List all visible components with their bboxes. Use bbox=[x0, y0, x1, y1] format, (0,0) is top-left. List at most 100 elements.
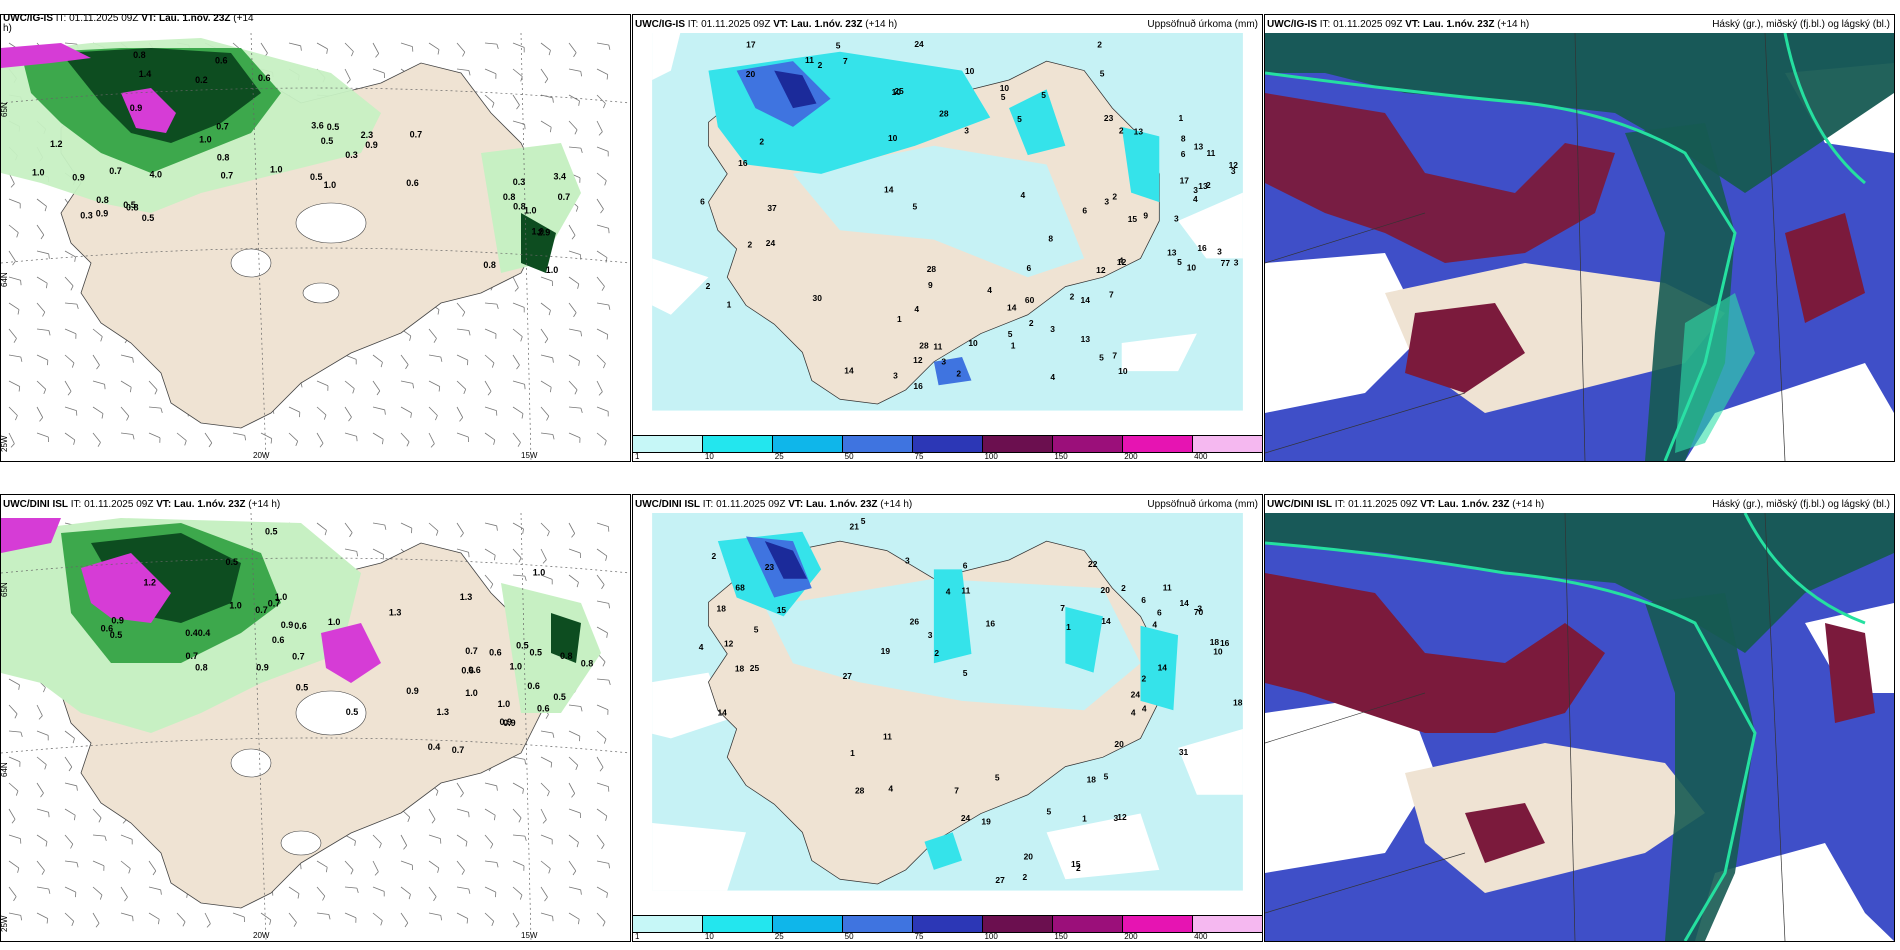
value-label: 0.6 bbox=[272, 635, 285, 645]
wind-barb bbox=[344, 886, 357, 889]
wind-barb bbox=[64, 302, 77, 305]
wind-barb-feather bbox=[514, 287, 519, 292]
wind-barb bbox=[92, 328, 103, 337]
value-label: 24 bbox=[1131, 690, 1141, 700]
value-label: 0.5 bbox=[123, 200, 136, 210]
wind-barb-feather bbox=[11, 819, 16, 824]
wind-barb-feather bbox=[18, 386, 21, 392]
panel-bot-left-wind-precip-map: UWC/DINI ISL IT: 01.11.2025 09Z VT: Lau.… bbox=[0, 494, 631, 942]
wind-barb bbox=[484, 574, 494, 585]
wind-barb bbox=[596, 354, 606, 364]
value-label: 0.9 bbox=[111, 616, 124, 626]
value-label: 0.5 bbox=[553, 692, 566, 702]
value-label: 17 bbox=[746, 39, 756, 49]
wind-barb bbox=[568, 808, 581, 814]
graticule bbox=[1, 513, 630, 941]
value-label: 16 bbox=[913, 381, 923, 391]
wind-barb-feather bbox=[491, 102, 495, 108]
value-label: 6 bbox=[1141, 595, 1146, 605]
wind-barb-feather bbox=[574, 129, 578, 135]
map-canvas: 5731411252870681619202127273126205242318… bbox=[652, 513, 1243, 891]
value-label: 0.5 bbox=[310, 172, 323, 182]
wind-barb-feather bbox=[96, 364, 100, 370]
value-label: 5 bbox=[836, 41, 841, 51]
wind-barb bbox=[92, 834, 105, 837]
wind-barb bbox=[596, 224, 609, 229]
value-label: 1.4 bbox=[139, 69, 152, 79]
panel-header: UWC/DINI ISL IT: 01.11.2025 09Z VT: Lau.… bbox=[635, 497, 1258, 513]
value-label: 2 bbox=[1097, 40, 1102, 50]
wind-barb-feather bbox=[496, 785, 498, 791]
wind-barb bbox=[372, 380, 381, 392]
value-label: 10 bbox=[888, 133, 898, 143]
cloud-contour bbox=[1783, 33, 1866, 185]
wind-barb bbox=[372, 834, 382, 844]
wind-barb-feather bbox=[44, 764, 47, 770]
wind-barb bbox=[8, 276, 21, 281]
glacier bbox=[280, 830, 322, 856]
wind-barb bbox=[36, 354, 48, 361]
wind-barb bbox=[540, 276, 553, 282]
wind-barb bbox=[8, 354, 21, 358]
wind-barb-feather bbox=[494, 555, 496, 561]
wind-barb-feather bbox=[574, 389, 578, 395]
wind-barb-feather bbox=[600, 208, 604, 214]
value-label: 13 bbox=[1167, 247, 1177, 257]
wind-barb bbox=[204, 912, 211, 924]
value-label: 20 bbox=[1024, 851, 1034, 861]
value-label: 12 bbox=[1229, 160, 1239, 170]
wind-barb bbox=[596, 808, 608, 817]
wind-barb bbox=[316, 886, 326, 897]
wind-barb bbox=[148, 912, 160, 920]
wind-barb bbox=[428, 860, 440, 869]
value-label: 0.8 bbox=[560, 651, 573, 661]
wind-barb bbox=[36, 198, 47, 207]
wind-barb-feather bbox=[599, 767, 604, 772]
wind-barb bbox=[64, 250, 76, 258]
value-label: 1.0 bbox=[532, 227, 545, 237]
wind-barb-feather bbox=[403, 845, 408, 850]
lead-time: (+14 bbox=[233, 14, 254, 24]
wind-barb bbox=[484, 354, 495, 364]
wind-barb-feather bbox=[606, 892, 608, 898]
wind-barb bbox=[596, 834, 605, 845]
wind-barb-feather bbox=[468, 330, 471, 336]
wind-barb bbox=[540, 756, 552, 763]
wind-barb-feather bbox=[71, 921, 75, 927]
field-title: Háský (gr.), miðský (fj.bl.) og lágský (… bbox=[1712, 19, 1890, 30]
wind-barb bbox=[344, 406, 352, 418]
wind-barb-feather bbox=[435, 415, 438, 421]
wind-barb bbox=[92, 886, 103, 896]
wind-barb-feather bbox=[20, 731, 23, 738]
wind-barb-feather bbox=[98, 817, 102, 823]
wind-barb-feather bbox=[45, 841, 48, 847]
value-label: 12 bbox=[913, 355, 923, 365]
value-label: 2 bbox=[1023, 872, 1028, 882]
colorbar-swatch bbox=[633, 916, 703, 932]
wind-barb-feather bbox=[130, 387, 132, 393]
wind-barb-feather bbox=[494, 815, 496, 821]
value-label: 3 bbox=[1217, 247, 1222, 257]
valid-time: VT: Lau. 1.nóv. 23Z bbox=[141, 14, 231, 24]
colorbar-swatch bbox=[1123, 916, 1193, 932]
wind-barb bbox=[344, 912, 357, 919]
value-label: 0.5 bbox=[516, 640, 529, 650]
wind-barb bbox=[176, 912, 186, 923]
wind-barb-feather bbox=[487, 391, 492, 396]
wind-barb bbox=[484, 432, 496, 441]
value-label: 1.3 bbox=[460, 592, 473, 602]
value-label: 5 bbox=[1041, 90, 1046, 100]
value-label: 11 bbox=[1206, 148, 1215, 158]
value-label: 6 bbox=[1026, 263, 1031, 273]
wind-barb-feather bbox=[350, 869, 354, 875]
wind-barb-feather bbox=[384, 409, 386, 415]
value-label: 5 bbox=[1017, 114, 1022, 124]
wind-barb-feather bbox=[575, 206, 579, 212]
wind-barb bbox=[596, 120, 603, 132]
lead-time: (+14 h) bbox=[880, 499, 913, 510]
value-label: 10 bbox=[1187, 263, 1197, 273]
colorbar-swatch bbox=[773, 436, 843, 452]
wind-barb bbox=[8, 406, 18, 416]
colorbar-label: 200 bbox=[1124, 452, 1138, 461]
wind-barb-feather bbox=[433, 338, 437, 343]
